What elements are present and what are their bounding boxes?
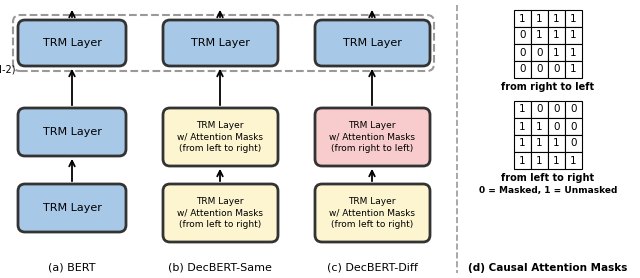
Text: TRM Layer
w/ Attention Masks
(from left to right): TRM Layer w/ Attention Masks (from left … (177, 197, 263, 229)
FancyBboxPatch shape (163, 108, 278, 166)
Text: x(N-2): x(N-2) (0, 65, 16, 75)
Text: 1: 1 (553, 155, 560, 165)
FancyBboxPatch shape (18, 184, 126, 232)
Text: 1: 1 (536, 31, 543, 41)
Text: 0: 0 (570, 138, 577, 148)
FancyBboxPatch shape (18, 20, 126, 66)
Text: 1: 1 (519, 105, 526, 115)
Bar (565, 27, 582, 44)
Text: 1: 1 (536, 121, 543, 131)
Text: 0 = Masked, 1 = Unmasked: 0 = Masked, 1 = Unmasked (479, 185, 617, 195)
Bar (565, 135, 582, 152)
Text: 0: 0 (536, 64, 543, 75)
Bar (531, 61, 548, 78)
Bar (565, 10, 582, 27)
FancyBboxPatch shape (315, 108, 430, 166)
Text: 1: 1 (553, 31, 560, 41)
Text: from right to left: from right to left (501, 82, 595, 92)
Bar (548, 101, 565, 118)
Bar (514, 10, 531, 27)
Text: 1: 1 (519, 138, 526, 148)
Text: 1: 1 (519, 14, 526, 24)
Text: 0: 0 (553, 105, 560, 115)
Text: 1: 1 (570, 31, 577, 41)
Bar (531, 101, 548, 118)
Text: (d) Causal Attention Masks: (d) Causal Attention Masks (468, 263, 628, 273)
Text: 0: 0 (519, 31, 525, 41)
Bar (514, 152, 531, 169)
FancyBboxPatch shape (315, 184, 430, 242)
Bar (514, 44, 531, 61)
Bar (531, 152, 548, 169)
Bar (548, 135, 565, 152)
FancyBboxPatch shape (163, 20, 278, 66)
Bar (514, 27, 531, 44)
Text: 0: 0 (553, 121, 560, 131)
Text: TRM Layer: TRM Layer (43, 38, 101, 48)
Text: 1: 1 (570, 155, 577, 165)
Text: 1: 1 (519, 155, 526, 165)
Bar (531, 135, 548, 152)
FancyBboxPatch shape (315, 20, 430, 66)
Text: 0: 0 (519, 48, 525, 58)
Text: 1: 1 (570, 14, 577, 24)
Bar (565, 44, 582, 61)
Text: TRM Layer: TRM Layer (342, 38, 401, 48)
Bar (548, 118, 565, 135)
Text: 1: 1 (570, 64, 577, 75)
Bar (531, 44, 548, 61)
Text: 1: 1 (536, 138, 543, 148)
Text: TRM Layer: TRM Layer (191, 38, 250, 48)
Bar (514, 118, 531, 135)
Bar (531, 27, 548, 44)
Text: (b) DecBERT-Same: (b) DecBERT-Same (168, 263, 272, 273)
Bar (548, 10, 565, 27)
Text: TRM Layer: TRM Layer (43, 203, 101, 213)
Text: TRM Layer
w/ Attention Masks
(from left to right): TRM Layer w/ Attention Masks (from left … (177, 121, 263, 153)
Bar (548, 61, 565, 78)
FancyBboxPatch shape (18, 108, 126, 156)
Bar (565, 101, 582, 118)
Bar (565, 152, 582, 169)
Text: 1: 1 (553, 48, 560, 58)
Text: 1: 1 (536, 14, 543, 24)
Text: 0: 0 (519, 64, 525, 75)
Bar (548, 44, 565, 61)
Bar (514, 61, 531, 78)
Text: 1: 1 (519, 121, 526, 131)
Text: from left to right: from left to right (501, 173, 595, 183)
Bar (565, 118, 582, 135)
Bar (531, 118, 548, 135)
Text: 1: 1 (536, 155, 543, 165)
Bar (514, 101, 531, 118)
FancyBboxPatch shape (163, 184, 278, 242)
Text: (a) BERT: (a) BERT (48, 263, 96, 273)
Text: TRM Layer
w/ Attention Masks
(from left to right): TRM Layer w/ Attention Masks (from left … (329, 197, 415, 229)
Bar (548, 27, 565, 44)
Text: 0: 0 (553, 64, 560, 75)
Bar (531, 10, 548, 27)
Bar (548, 152, 565, 169)
Text: 0: 0 (570, 105, 577, 115)
Text: 1: 1 (553, 14, 560, 24)
Text: 0: 0 (536, 105, 543, 115)
Bar (565, 61, 582, 78)
Text: 1: 1 (570, 48, 577, 58)
Text: 1: 1 (553, 138, 560, 148)
Text: TRM Layer
w/ Attention Masks
(from right to left): TRM Layer w/ Attention Masks (from right… (329, 121, 415, 153)
Text: 0: 0 (536, 48, 543, 58)
Text: 0: 0 (570, 121, 577, 131)
Text: (c) DecBERT-Diff: (c) DecBERT-Diff (326, 263, 417, 273)
Text: TRM Layer: TRM Layer (43, 127, 101, 137)
Bar (514, 135, 531, 152)
